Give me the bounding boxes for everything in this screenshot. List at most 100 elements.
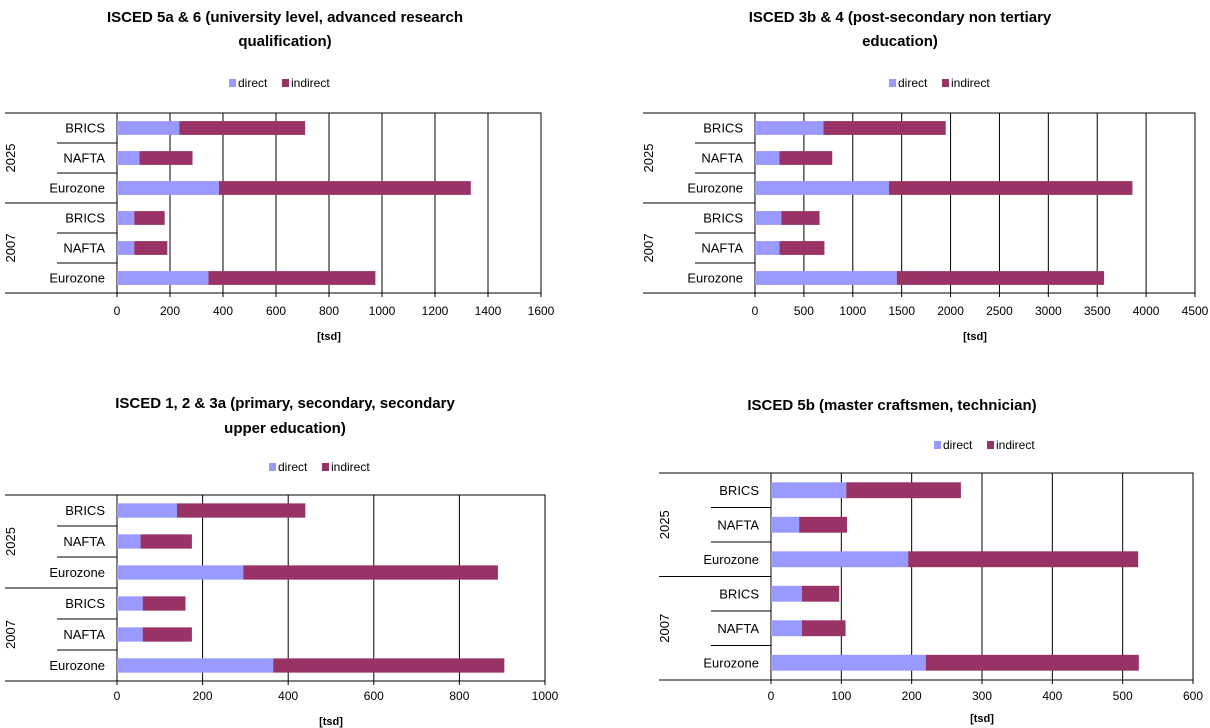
group-label: 2025 (3, 144, 18, 173)
chart-title-line: ISCED 3b & 4 (post-secondary non tertiar… (749, 9, 1052, 26)
bar-indirect (801, 620, 846, 637)
x-tick-label: 1400 (475, 304, 502, 318)
x-tick-label: 2000 (937, 304, 964, 318)
legend-swatch-indirect (987, 441, 994, 449)
category-label: BRICS (703, 121, 743, 136)
bar-direct (755, 151, 780, 165)
category-label: NAFTA (701, 241, 743, 256)
chart-root: ISCED 5b (master craftsmen, technician) d… (657, 397, 1203, 725)
bar-indirect (176, 503, 306, 518)
x-tick-label: 1500 (888, 304, 915, 318)
chart-isced-1-2-3a: ISCED 1, 2 & 3a (primary, secondary, sec… (3, 395, 559, 728)
category-label: NAFTA (63, 627, 105, 642)
chart-panel-isced-3b-4: ISCED 3b & 4 (post-secondary non tertiar… (600, 0, 1210, 362)
group-label: 2007 (641, 234, 656, 263)
chart-title-line: ISCED 5a & 6 (university level, advanced… (107, 9, 463, 26)
bar-indirect (896, 271, 1105, 285)
category-label: Eurozone (49, 271, 105, 286)
x-tick-label: 200 (160, 304, 180, 318)
x-tick-label: 300 (972, 689, 992, 703)
x-tick-label: 1600 (528, 304, 555, 318)
x-tick-label: 500 (794, 304, 814, 318)
bar-indirect (208, 271, 376, 285)
x-tick-label: 400 (278, 689, 298, 703)
x-axis-label: [tsd] (963, 331, 987, 343)
x-tick-label: 3500 (1084, 304, 1111, 318)
chart-title-line: upper education) (224, 420, 346, 437)
legend-swatch-indirect (322, 463, 329, 471)
bar-indirect (134, 211, 165, 225)
category-label: Eurozone (687, 271, 743, 286)
x-tick-label: 4000 (1133, 304, 1160, 318)
x-axis-label: [tsd] (317, 331, 341, 343)
bar-indirect (799, 516, 847, 533)
chart-title-line: qualification) (238, 33, 331, 50)
x-tick-label: 0 (768, 689, 775, 703)
category-label: BRICS (703, 211, 743, 226)
x-tick-label: 200 (193, 689, 213, 703)
x-tick-label: 800 (449, 689, 469, 703)
legend-label-direct: direct (943, 438, 973, 452)
legend-swatch-direct (934, 441, 941, 449)
category-label: NAFTA (63, 151, 105, 166)
chart-title-line: education) (862, 33, 938, 50)
bar-direct (771, 516, 800, 533)
x-tick-label: 200 (902, 689, 922, 703)
x-axis-label: [tsd] (319, 716, 343, 728)
bar-indirect (273, 658, 505, 673)
plot-frame (754, 112, 1196, 294)
group-label: 2025 (641, 144, 656, 173)
category-label: NAFTA (701, 151, 743, 166)
x-tick-label: 0 (752, 304, 759, 318)
bar-direct (117, 151, 140, 165)
bar-direct (117, 658, 274, 673)
legend-label-indirect: indirect (331, 460, 370, 474)
group-label: 2007 (3, 620, 18, 649)
bar-direct (755, 181, 889, 195)
bar-direct (117, 503, 177, 518)
bar-direct (771, 482, 847, 499)
x-tick-label: 600 (1183, 689, 1203, 703)
bar-direct (771, 585, 802, 602)
x-tick-label: 100 (831, 689, 851, 703)
x-tick-label: 600 (364, 689, 384, 703)
legend-swatch-indirect (942, 79, 949, 87)
category-label: NAFTA (717, 517, 759, 532)
bar-direct (117, 241, 135, 255)
bar-direct (117, 121, 180, 135)
bar-direct (755, 121, 824, 135)
bar-indirect (781, 211, 820, 225)
category-label: Eurozone (687, 181, 743, 196)
x-axis-label: [tsd] (970, 713, 994, 725)
legend-label-indirect: indirect (996, 438, 1035, 452)
bar-direct (117, 565, 244, 580)
group-label: 2007 (657, 614, 672, 643)
bar-indirect (779, 151, 833, 165)
chart-root: ISCED 3b & 4 (post-secondary non tertiar… (641, 9, 1209, 343)
legend-swatch-indirect (282, 79, 289, 87)
chart-root: ISCED 5a & 6 (university level, advanced… (3, 9, 555, 343)
x-tick-label: 4500 (1182, 304, 1209, 318)
x-tick-label: 500 (1113, 689, 1133, 703)
category-label: NAFTA (717, 621, 759, 636)
category-label: Eurozone (703, 552, 759, 567)
legend-label-direct: direct (898, 76, 928, 90)
category-label: BRICS (65, 503, 105, 518)
category-label: Eurozone (49, 181, 105, 196)
category-label: BRICS (65, 596, 105, 611)
group-label: 2025 (657, 510, 672, 539)
category-label: BRICS (719, 483, 759, 498)
x-tick-label: 400 (213, 304, 233, 318)
legend-swatch-direct (889, 79, 896, 87)
category-label: Eurozone (49, 658, 105, 673)
bar-indirect (142, 596, 186, 611)
category-label: BRICS (719, 586, 759, 601)
plot-frame (116, 494, 546, 682)
chart-isced-3b-4: ISCED 3b & 4 (post-secondary non tertiar… (641, 9, 1209, 343)
bar-direct (117, 271, 209, 285)
group-label: 2025 (3, 527, 18, 556)
x-tick-label: 2500 (986, 304, 1013, 318)
bar-direct (755, 241, 780, 255)
bar-indirect (134, 241, 168, 255)
x-tick-label: 0 (114, 304, 121, 318)
